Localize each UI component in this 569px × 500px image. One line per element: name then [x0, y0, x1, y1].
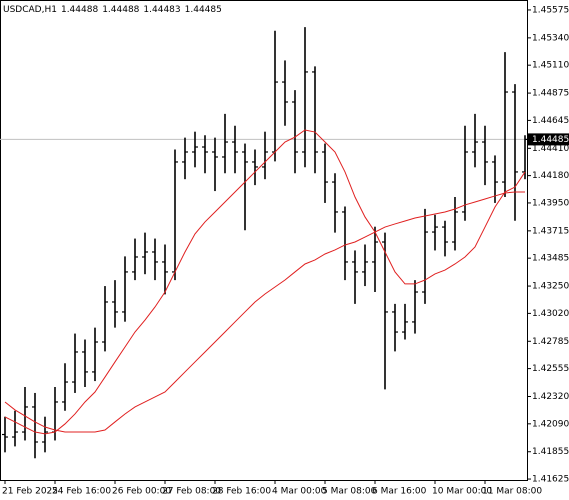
header-value: 1.44488: [61, 5, 98, 15]
y-tick-label: 1.42785: [532, 337, 569, 347]
y-tick-label: 1.41855: [532, 447, 569, 457]
y-tick-label: 1.44645: [532, 116, 569, 126]
current-price-label: 1.44485: [532, 135, 569, 145]
x-tick-label: 28 Feb 16:00: [212, 487, 271, 497]
price-label-box: [528, 133, 569, 146]
y-tick-label: 1.45340: [532, 33, 569, 43]
chart-header: USDCAD,H1 1.44488 1.44488 1.44483 1.44485: [3, 5, 222, 15]
header-value: 1.44485: [185, 5, 222, 15]
y-tick-label: 1.42320: [532, 392, 569, 402]
moving-average: [4, 191, 525, 433]
plot-frame: [0, 0, 528, 481]
y-tick-label: 1.43715: [532, 226, 569, 236]
y-tick-label: 1.43020: [532, 309, 569, 319]
header-value: 1.44483: [143, 5, 180, 15]
y-tick-label: 1.43485: [532, 254, 569, 264]
x-tick-label: 5 Mar 08:00: [322, 487, 377, 497]
y-tick-label: 1.42555: [532, 364, 569, 374]
x-tick-label: 4 Mar 00:00: [272, 487, 327, 497]
symbol: USDCAD,H1: [3, 5, 57, 15]
y-tick-label: 1.45575: [532, 5, 569, 15]
x-tick-label: 26 Feb 00:00: [112, 487, 171, 497]
y-tick-label: 1.44180: [532, 171, 569, 181]
y-tick-label: 1.45110: [532, 61, 569, 71]
y-tick-label: 1.44410: [532, 144, 569, 154]
x-tick-label: 27 Feb 08:00: [162, 487, 221, 497]
y-tick-label: 1.44875: [532, 89, 569, 99]
x-tick-label: 11 Mar 08:00: [482, 487, 542, 497]
x-tick-label: 21 Feb 2025: [2, 487, 58, 497]
y-tick-label: 1.41625: [532, 475, 569, 485]
header-value: 1.44488: [102, 5, 139, 15]
moving-average: [4, 129, 526, 435]
y-tick-label: 1.42090: [532, 419, 569, 429]
y-tick-label: 1.43950: [532, 198, 569, 208]
x-tick-label: 24 Feb 16:00: [52, 487, 111, 497]
x-tick-label: 10 Mar 00:00: [432, 487, 492, 497]
y-tick-label: 1.43250: [532, 282, 569, 292]
x-tick-label: 6 Mar 16:00: [372, 487, 427, 497]
